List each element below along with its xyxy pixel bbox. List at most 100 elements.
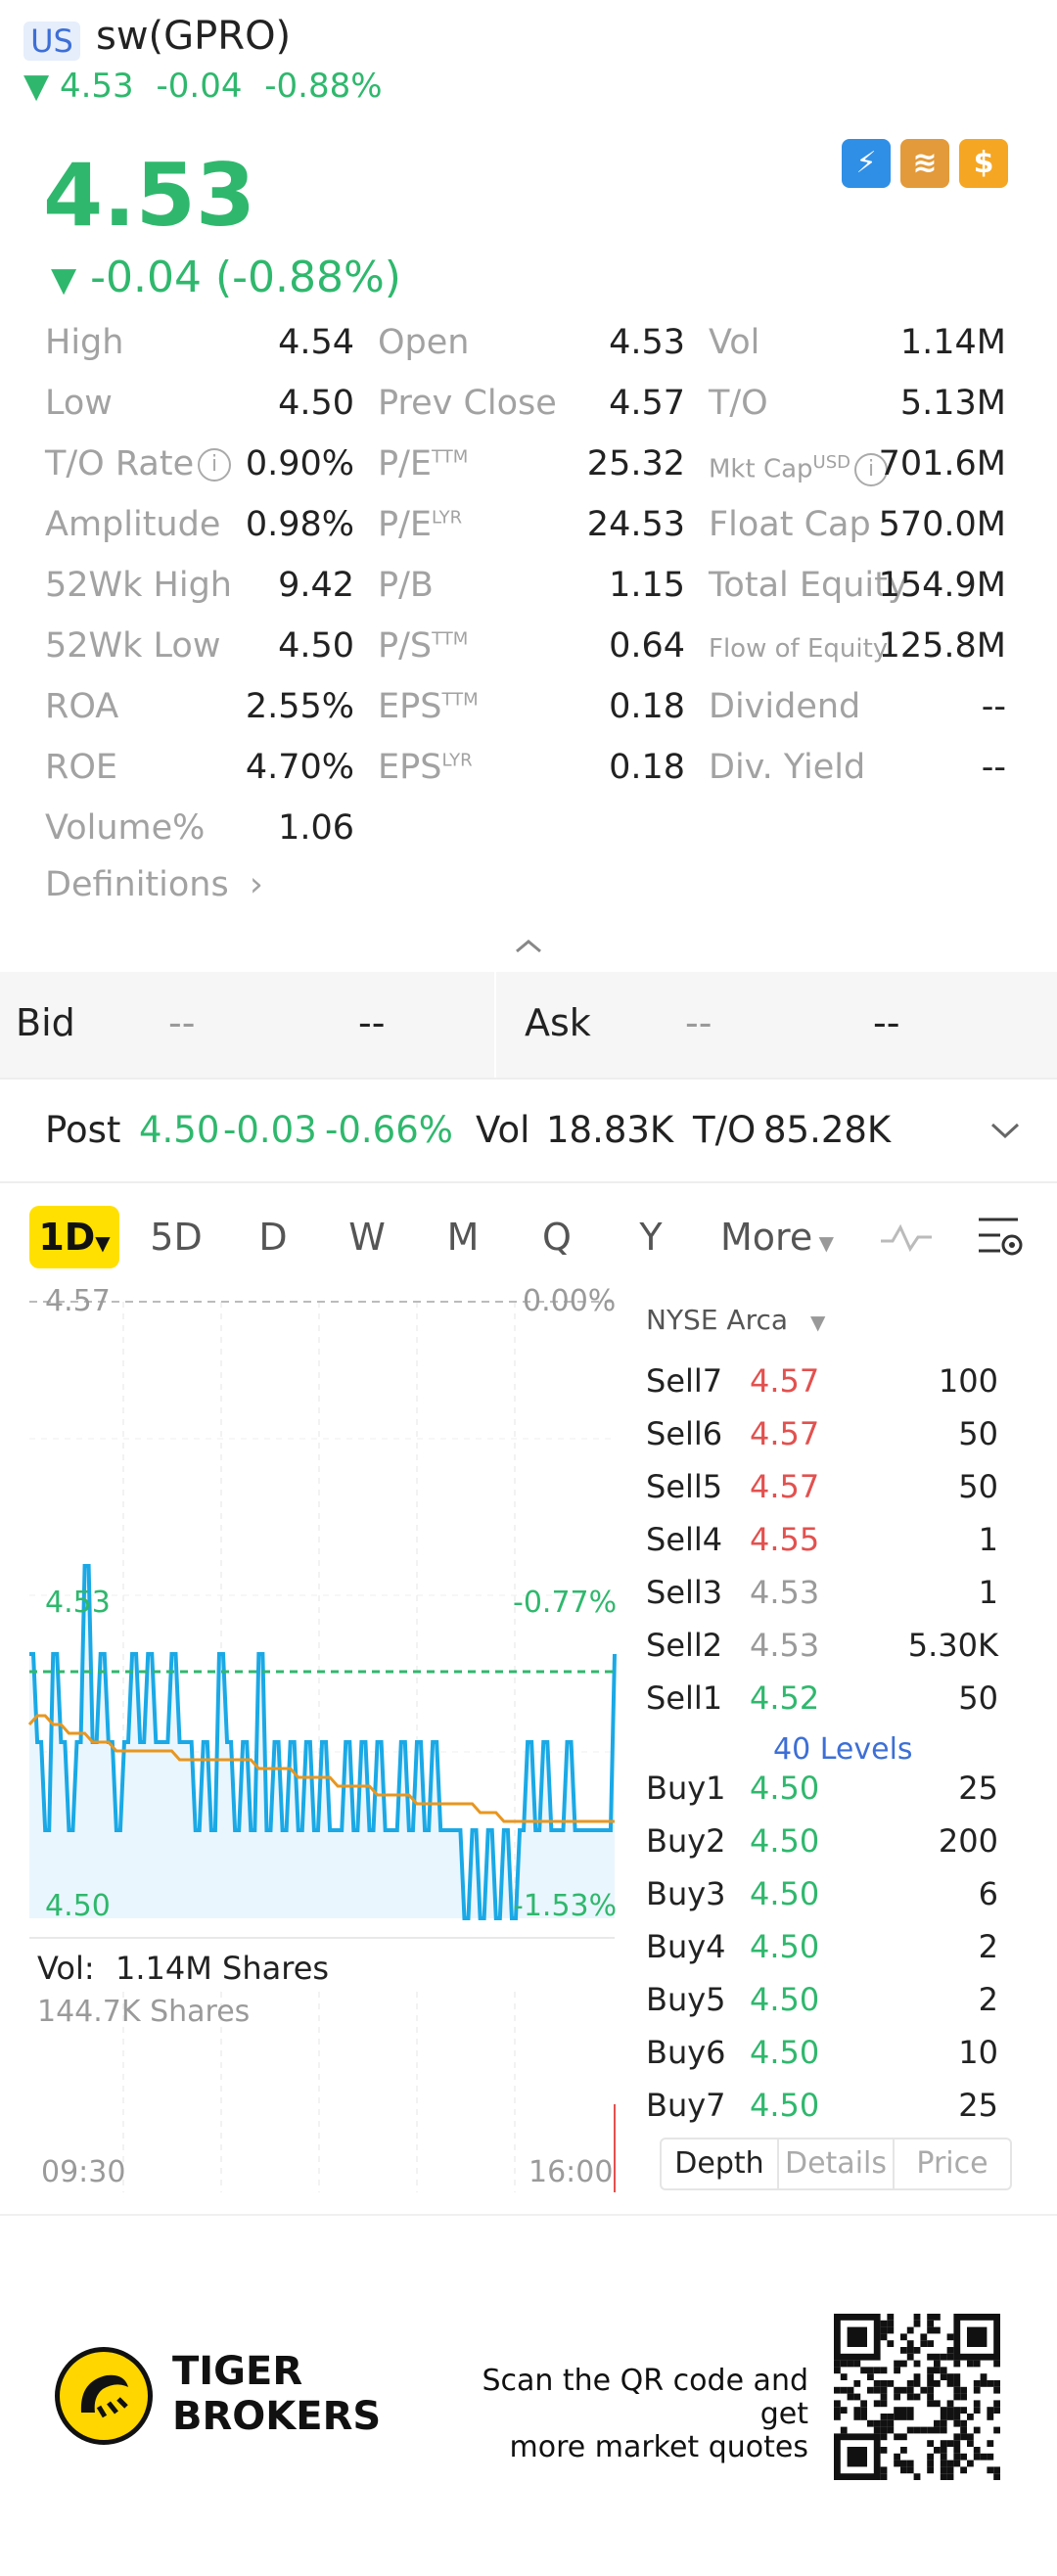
order-side: Sell2	[646, 1627, 723, 1664]
stat-value: 570.0M	[878, 505, 1006, 544]
post-change: -0.03	[223, 1109, 317, 1151]
stat-label-text: Low	[45, 384, 113, 423]
stack-icon[interactable]: ≋	[900, 139, 949, 188]
post-vol-label: Vol	[476, 1109, 530, 1151]
chart-bottom-pct: -1.53%	[513, 1889, 618, 1923]
price-change: ▼ -0.04 (-0.88%)	[51, 253, 401, 302]
post-pct: -0.66%	[325, 1109, 453, 1151]
brand-name: TIGER BROKERS	[172, 2349, 381, 2439]
definitions-link[interactable]: Definitions ›	[45, 865, 263, 904]
tab-q[interactable]: Q	[542, 1216, 572, 1259]
stat-label: High	[45, 323, 123, 362]
tab-depth[interactable]: Depth	[674, 2146, 764, 2181]
header-pct: -0.88%	[264, 67, 383, 106]
order-book-row: Buy1 4.50 25	[646, 1770, 998, 1822]
order-qty: 200	[938, 1822, 998, 1860]
stat-value: 154.9M	[878, 566, 1006, 605]
levels-link[interactable]: 40 Levels	[773, 1732, 913, 1767]
ask-qty: --	[873, 1001, 900, 1044]
collapse-chevron-icon[interactable]	[513, 936, 544, 955]
stat-label-superscript: LYR	[432, 507, 463, 529]
tab-w[interactable]: W	[348, 1216, 386, 1259]
tab-y[interactable]: Y	[639, 1216, 663, 1259]
tab-1d[interactable]: 1D▼	[29, 1206, 119, 1268]
order-price: 4.50	[750, 2034, 820, 2071]
stat-label: P/B	[378, 566, 434, 605]
order-price: 4.57	[750, 1362, 820, 1400]
stat-value: 125.8M	[878, 626, 1006, 666]
volume-axis-max: 144.7K Shares	[37, 1995, 251, 2029]
bid-label: Bid	[16, 1001, 75, 1044]
header-quote-line: ▼ 4.53 -0.04 -0.88%	[23, 67, 383, 106]
post-market-row[interactable]: Post 4.50 -0.03 -0.66% Vol 18.83K T/O 85…	[0, 1078, 1057, 1183]
exchange-selector[interactable]: NYSE Arca ▼	[646, 1304, 825, 1336]
stat-value: 0.64	[609, 626, 685, 666]
stat-label-text: P/E	[378, 505, 433, 544]
order-book-row: Sell2 4.53 5.30K	[646, 1627, 998, 1679]
order-price: 4.57	[750, 1468, 820, 1505]
stat-label: Div. Yield	[709, 748, 865, 787]
stat-value: 0.18	[609, 748, 685, 787]
stat-value: 1.15	[609, 566, 685, 605]
volume-label: Vol:	[37, 1950, 95, 1987]
qr-code-icon	[834, 2314, 1000, 2480]
chart-settings-icon[interactable]	[975, 1214, 1026, 1261]
order-book-row: Buy2 4.50 200	[646, 1822, 998, 1875]
stat-label-superscript: TTM	[441, 689, 479, 711]
info-icon[interactable]: i	[198, 448, 232, 482]
stat-label: Float Cap	[709, 505, 871, 544]
order-price: 4.57	[750, 1415, 820, 1452]
order-book-row: Sell1 4.52 50	[646, 1679, 998, 1732]
tab-more[interactable]: More ▼	[718, 1206, 836, 1268]
time-end: 16:00	[528, 2155, 614, 2189]
stat-label-text: Total Equity	[709, 566, 908, 605]
order-book-row: Sell7 4.57 100	[646, 1362, 998, 1415]
indicator-icon[interactable]	[879, 1218, 934, 1257]
tab-5d[interactable]: 5D	[150, 1216, 203, 1259]
order-qty: 10	[958, 2034, 998, 2071]
lightning-icon[interactable]: ⚡	[842, 139, 891, 188]
stat-value: 4.70%	[245, 748, 354, 787]
dollar-icon[interactable]: $	[959, 139, 1008, 188]
stat-label-text: ROE	[45, 748, 117, 787]
stat-label-text: Dividend	[709, 687, 861, 726]
tab-d[interactable]: D	[258, 1216, 288, 1259]
stat-value: --	[981, 748, 1006, 787]
price-line	[29, 1564, 617, 1920]
order-qty: 50	[958, 1679, 998, 1717]
order-book-row: Buy5 4.50 2	[646, 1981, 998, 2034]
market-badge: US	[23, 22, 80, 61]
tab-details[interactable]: Details	[777, 2139, 895, 2188]
ask-price: --	[685, 1001, 712, 1044]
stat-label-text: Open	[378, 323, 470, 362]
bid-price: --	[168, 1001, 196, 1044]
info-icon[interactable]: i	[854, 453, 889, 487]
order-book-row: Buy3 4.50 6	[646, 1875, 998, 1928]
stat-label: P/ELYR	[378, 505, 462, 544]
stat-value: 4.50	[278, 626, 354, 666]
tiger-logo-icon	[55, 2347, 153, 2445]
stat-label-text: 52Wk High	[45, 566, 232, 605]
order-book-row: Sell5 4.57 50	[646, 1468, 998, 1521]
bid-qty: --	[358, 1001, 386, 1044]
order-side: Sell5	[646, 1468, 723, 1505]
stat-value: 0.90%	[245, 444, 354, 483]
stat-label-text: EPS	[378, 748, 442, 787]
stat-value: 9.42	[278, 566, 354, 605]
intraday-chart[interactable]	[0, 1272, 626, 2192]
scan-line-2: more market quotes	[509, 2430, 808, 2464]
order-qty: 5.30K	[907, 1627, 998, 1664]
stat-label: Flow of Equity	[709, 634, 888, 664]
ask-label: Ask	[525, 1001, 591, 1044]
post-to: 85.28K	[763, 1109, 892, 1151]
stat-label: 52Wk Low	[45, 626, 220, 666]
stat-value: 4.53	[609, 323, 685, 362]
tab-price[interactable]: Price	[916, 2146, 988, 2181]
stat-label-text: P/E	[378, 444, 433, 483]
order-side: Buy6	[646, 2034, 726, 2071]
order-price: 4.50	[750, 1875, 820, 1912]
chevron-down-icon[interactable]	[988, 1121, 1022, 1142]
order-book-row: Sell4 4.55 1	[646, 1521, 998, 1574]
order-side: Buy3	[646, 1875, 726, 1912]
tab-m[interactable]: M	[446, 1216, 480, 1259]
